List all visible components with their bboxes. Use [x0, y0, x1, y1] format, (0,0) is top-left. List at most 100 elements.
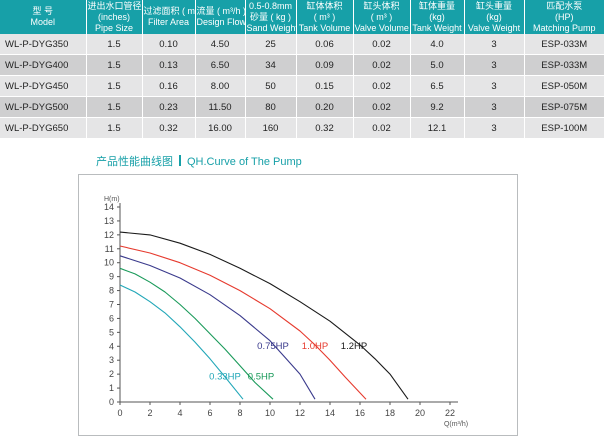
header-text-cn: 缸体重量	[418, 0, 455, 11]
header-text-en: (HP)	[555, 11, 574, 22]
table-row: WL-P-DYG400 1.5 0.13 6.50 34 0.09 0.02 5.0 3 ESP-…	[0, 54, 604, 76]
series-label: 0.5HP	[248, 372, 274, 383]
x-tick-label: 12	[295, 408, 305, 418]
series-label: 0.33HP	[209, 372, 241, 383]
header-text-en: (kg)	[486, 11, 502, 22]
series-label: 0.75HP	[257, 341, 289, 352]
x-tick-label: 6	[207, 408, 212, 418]
header-col-3: 流量 ( m³/h ) Design Flow	[195, 0, 246, 34]
table-cell: 8.00	[195, 75, 246, 97]
table-cell: 0.16	[142, 75, 196, 97]
chart-frame	[78, 174, 518, 436]
header-col-6: 缸头体积( m³ ) Valve Volume	[353, 0, 411, 34]
table-cell: 34	[245, 54, 297, 76]
table-cell: 9.2	[410, 96, 465, 118]
table-cell: 3	[464, 54, 525, 76]
table-row: WL-P-DYG500 1.5 0.23 11.50 80 0.20 0.02 9.2 3 ESP…	[0, 96, 604, 118]
table-cell: 6.5	[410, 75, 465, 97]
table-cell: 1.5	[86, 117, 143, 139]
header-text-en: ( m³ )	[370, 11, 393, 22]
table-cell: ESP-033M	[524, 54, 604, 76]
x-tick-label: 16	[355, 408, 365, 418]
x-axis-label: Q(m³/h)	[444, 421, 468, 428]
header-text-en: Design Flow	[196, 17, 245, 27]
header-col-7: 缸体重量 (kg) Tank Weight	[410, 0, 465, 34]
table-cell: 16.00	[195, 117, 246, 139]
header-col-0: 型 号 Model	[0, 0, 87, 34]
table-cell: 25	[245, 34, 297, 55]
table-cell: 0.02	[353, 117, 411, 139]
header-text-en2: Pipe Size	[94, 22, 134, 33]
header-text-en2: Matching Pump	[532, 22, 596, 33]
table-cell: ESP-050M	[524, 75, 604, 97]
header-text-en2: Valve Weight	[467, 22, 521, 33]
table-cell: 12.1	[410, 117, 465, 139]
series-label: 1.2HP	[341, 341, 367, 352]
header-col-8: 缸头重量 (kg) Valve Weight	[464, 0, 525, 34]
table-cell: 6.50	[195, 54, 246, 76]
curve-title-cn: 产品性能曲线图	[96, 156, 173, 168]
header-text-en2: Sand Weight	[246, 22, 296, 33]
x-tick-label: 22	[445, 408, 455, 418]
table-cell: 0.06	[296, 34, 354, 55]
table-cell: 3	[464, 75, 525, 97]
table-cell: 0.20	[296, 96, 354, 118]
y-tick-label: 14	[104, 202, 114, 212]
table-cell: ESP-033M	[524, 34, 604, 55]
table-row: WL-P-DYG650 1.5 0.32 16.00 160 0.32 0.02 12.1 3 E…	[0, 117, 604, 139]
x-tick-label: 18	[385, 408, 395, 418]
table-cell: 3	[464, 96, 525, 118]
y-tick-label: 10	[104, 258, 114, 268]
y-tick-label: 9	[109, 272, 114, 282]
header-col-2: 过滤面积 ( m² )Filter Area	[142, 0, 196, 34]
table-cell: 50	[245, 75, 297, 97]
x-tick-label: 2	[147, 408, 152, 418]
x-tick-label: 4	[177, 408, 182, 418]
qh-curve-chart: 0 2 4 6 8 10 12 14 16 18 20 2201234567891011121314H…	[78, 174, 518, 436]
table-cell: 160	[245, 117, 297, 139]
y-tick-label: 8	[109, 286, 114, 296]
header-text-en: (kg)	[429, 11, 445, 22]
table-cell: 0.13	[142, 54, 196, 76]
table-cell: 0.02	[353, 54, 411, 76]
y-tick-label: 4	[109, 341, 114, 351]
header-col-9: 匹配水泵 (HP) Matching Pump	[524, 0, 604, 34]
x-tick-label: 10	[265, 408, 275, 418]
header-text-cn: 缸头体积	[363, 0, 400, 11]
table-cell: 1.5	[86, 75, 143, 97]
header-col-1: 进出水口管径 (inches) Pipe Size	[86, 0, 143, 34]
table-row: WL-P-DYG350 1.5 0.10 4.50 25 0.06 0.02 4.0 3 ESP-…	[0, 34, 604, 55]
y-tick-label: 7	[109, 300, 114, 310]
x-tick-label: 14	[325, 408, 335, 418]
table-cell: 0.02	[353, 96, 411, 118]
header-text-cn: 缸体体积	[306, 0, 343, 11]
curve-title-en: QH.Curve of The Pump	[187, 156, 302, 168]
y-tick-label: 2	[109, 369, 114, 379]
table-cell: 1.5	[86, 96, 143, 118]
y-tick-label: 5	[109, 327, 114, 337]
table-cell: 0.23	[142, 96, 196, 118]
series-line-0-33hp	[119, 284, 244, 400]
table-cell: 1.5	[86, 54, 143, 76]
header-text-en2: Tank Volume	[298, 22, 351, 33]
table-cell: 3	[464, 34, 525, 55]
y-tick-label: 1	[109, 383, 114, 393]
header-text-cn: 匹配水泵	[546, 0, 583, 11]
table-cell: 3	[464, 117, 525, 139]
header-text-cn: 流量 ( m³/h )	[196, 6, 245, 16]
y-axis-label: H(m)	[104, 196, 120, 203]
table-row: WL-P-DYG450 1.5 0.16 8.00 50 0.15 0.02 6.5 3 ESP-…	[0, 75, 604, 97]
header-text-en: Model	[30, 17, 55, 27]
title-separator	[179, 155, 181, 166]
y-tick-label: 0	[109, 397, 114, 407]
table-cell: 4.50	[195, 34, 246, 55]
table-cell: 0.32	[296, 117, 354, 139]
header-col-5: 缸体体积( m³ ) Tank Volume	[296, 0, 354, 34]
header-text-en: 砂量 ( kg )	[249, 11, 291, 22]
table-cell: 0.10	[142, 34, 196, 55]
header-text-cn: 进出水口管径	[87, 0, 142, 11]
table-cell: 80	[245, 96, 297, 118]
x-tick-label: 0	[117, 408, 122, 418]
